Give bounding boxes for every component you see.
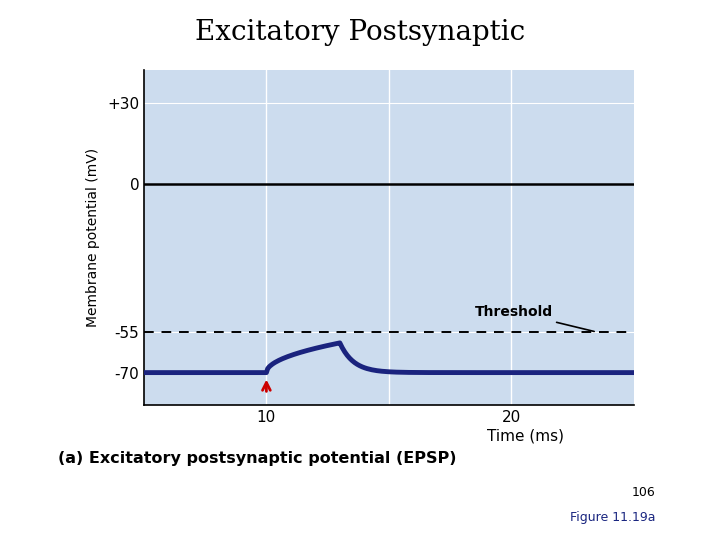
X-axis label: Time (ms): Time (ms) [487, 428, 564, 443]
Text: (a) Excitatory postsynaptic potential (EPSP): (a) Excitatory postsynaptic potential (E… [58, 451, 456, 466]
Text: 106: 106 [631, 487, 655, 500]
Text: Figure 11.19a: Figure 11.19a [570, 511, 655, 524]
Text: Excitatory Postsynaptic: Excitatory Postsynaptic [195, 19, 525, 46]
Text: Threshold: Threshold [474, 305, 594, 332]
Y-axis label: Membrane potential (mV): Membrane potential (mV) [86, 148, 100, 327]
